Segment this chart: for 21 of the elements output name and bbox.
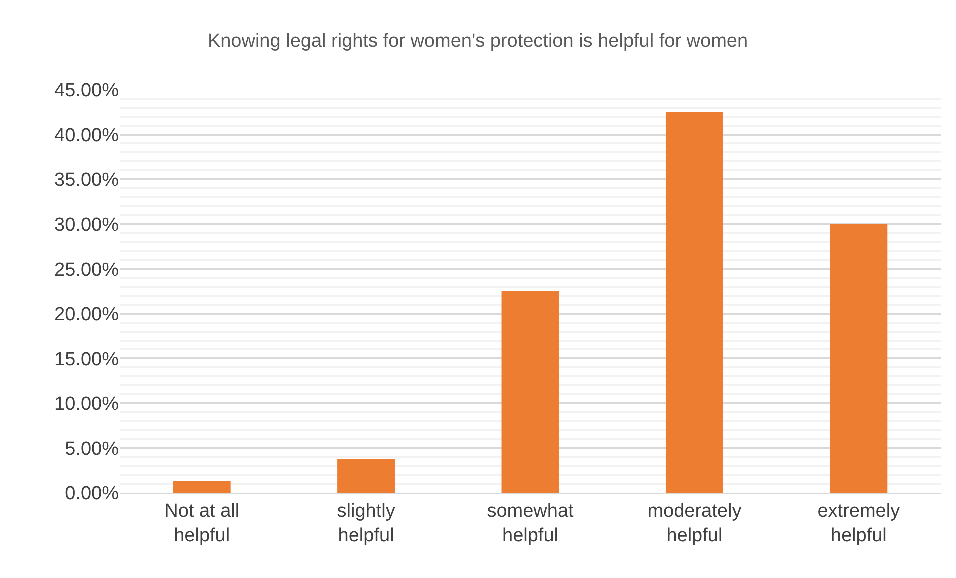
x-tick-label: moderately helpful [648,500,742,546]
y-tick-label: 30.00% [54,214,120,236]
y-tick-label: 35.00% [54,170,120,192]
bar [830,224,888,493]
y-tick-label: 5.00% [65,438,120,460]
y-tick-label: 20.00% [54,304,120,326]
bar [173,481,231,493]
y-tick-label: 45.00% [54,80,120,102]
x-tick-label: Not at all helpful [164,500,240,546]
y-tick-label: 25.00% [54,260,120,281]
chart-title: Knowing legal rights for women's protection is helpful for women [208,31,748,52]
y-tick-label: 0.00% [65,484,120,505]
x-tick-label: extremely helpful [818,500,901,546]
bar [666,112,724,493]
y-tick-label: 10.00% [54,394,120,416]
y-tick-label: 15.00% [54,349,120,370]
y-tick-label: 40.00% [54,125,120,146]
x-tick-label: somewhat helpful [487,500,575,546]
bar [338,458,396,493]
x-tick-label: slightly helpful [337,500,396,546]
bar [502,292,560,493]
